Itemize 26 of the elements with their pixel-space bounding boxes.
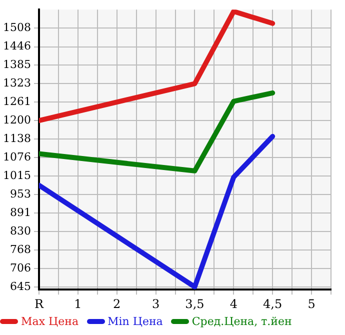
y-tick-label: 1200	[2, 113, 31, 126]
y-tick-label: 706	[10, 261, 31, 274]
y-tick-label: 1385	[2, 58, 31, 71]
legend-label: Сред.Цена, т.йен	[192, 315, 292, 328]
y-tick-label: 953	[10, 187, 31, 200]
y-tick-label: 1015	[2, 168, 31, 182]
legend-label: Min Цена	[108, 315, 163, 328]
legend-label: Max Цена	[21, 315, 79, 328]
y-tick-label: 1138	[2, 132, 31, 145]
y-tick-label: 768	[10, 242, 31, 256]
y-tick-label: 1508	[2, 21, 31, 34]
x-tick-label: 4	[230, 296, 238, 311]
x-tick-label: 3	[152, 296, 160, 311]
y-tick-label: 830	[10, 224, 31, 238]
y-tick-label: 891	[10, 206, 31, 220]
x-tick-label: 1	[74, 296, 82, 311]
x-tick-label: 5	[308, 296, 316, 311]
y-tick-label: 1076	[2, 150, 31, 164]
x-tick-label: 3,5	[185, 296, 204, 311]
x-tick-label: 2	[113, 296, 121, 311]
y-tick-label: 1446	[2, 40, 31, 53]
y-tick-label: 645	[10, 280, 31, 293]
y-tick-label: 1261	[2, 95, 31, 108]
x-tick-label: 4,5	[263, 296, 282, 311]
y-tick-label: 1323	[2, 76, 31, 90]
x-tick-label: R	[34, 296, 44, 311]
